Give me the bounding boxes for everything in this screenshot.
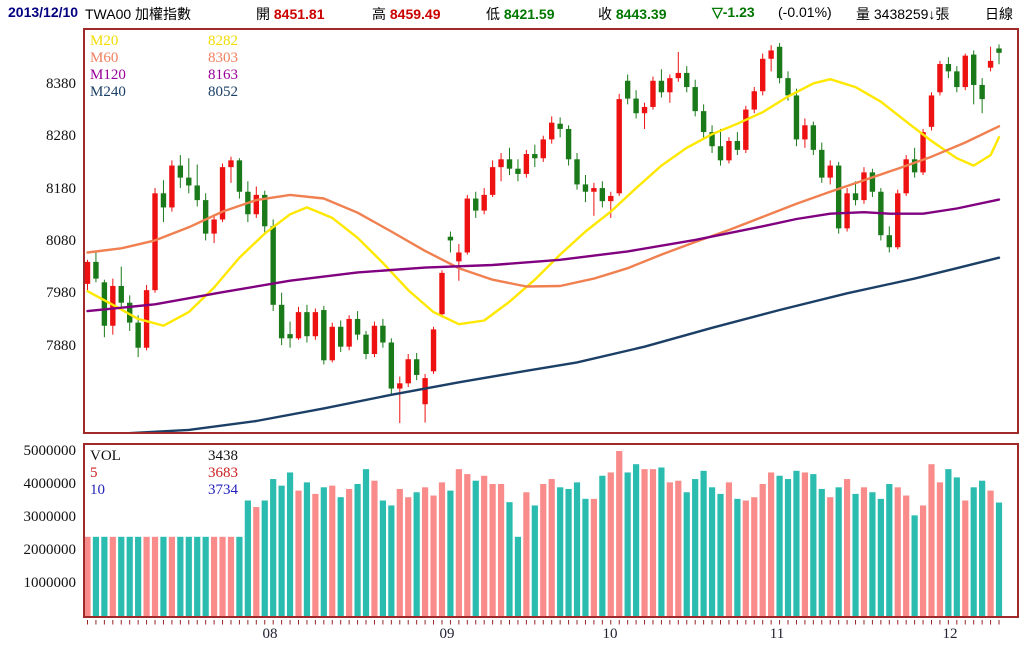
legend-value: 8163 — [208, 67, 238, 83]
ma-line-m60 — [86, 125, 1001, 288]
ma-legend: M20 8282 M60 8303 M120 8163 M240 8052 — [90, 33, 238, 101]
legend-label: M240 — [90, 84, 126, 100]
period-selector[interactable]: 日線 — [985, 6, 1013, 22]
volume-chart-canvas[interactable] — [85, 445, 1017, 616]
symbol-name: TWA00 加權指數 — [85, 6, 192, 22]
high-label: 高 — [372, 6, 386, 22]
legend-row-m120: M120 8163 — [90, 67, 238, 84]
legend-label: VOL — [90, 448, 121, 464]
legend-label: 5 — [90, 465, 98, 481]
legend-value: 8303 — [208, 50, 238, 66]
date-label: 2013/12/10 — [8, 4, 79, 20]
open-value: 8451.81 — [273, 6, 325, 22]
ma-line-m20 — [86, 78, 1001, 327]
price-tick-label: 7980 — [46, 285, 76, 302]
ma-line-m120 — [86, 198, 1001, 313]
close-value: 8443.39 — [615, 6, 667, 22]
low-value: 8421.59 — [503, 6, 555, 22]
volume-tick-label: 3000000 — [23, 509, 77, 525]
month-label-11: 11 — [769, 626, 785, 642]
volume-legend: VOL 3438 5 3683 10 3734 — [90, 448, 238, 499]
open-label: 開 — [256, 6, 270, 22]
legend-value: 3734 — [208, 482, 238, 498]
legend-label: M20 — [90, 33, 119, 49]
close-label: 收 — [598, 6, 612, 22]
low-quote: 低 8421.59 — [486, 4, 555, 24]
price-chart-canvas[interactable] — [85, 30, 1017, 432]
low-label: 低 — [486, 6, 500, 22]
month-label-09: 09 — [439, 626, 455, 642]
volume-tick-label: 2000000 — [23, 542, 77, 558]
legend-label: M60 — [90, 50, 119, 66]
price-tick-label: 8080 — [46, 233, 76, 250]
month-label-10: 10 — [602, 626, 618, 642]
price-tick-label: 8180 — [46, 180, 76, 197]
ma-line-m240 — [128, 256, 1001, 432]
volume-tick-label: 4000000 — [23, 476, 77, 492]
month-label-08: 08 — [262, 626, 278, 642]
month-label-12: 12 — [942, 626, 958, 642]
legend-row-m60: M60 8303 — [90, 50, 238, 67]
volume-value: 3438259↓張 — [873, 6, 950, 22]
price-tick-label: 8380 — [46, 76, 76, 92]
change-percent: (-0.01%) — [778, 4, 832, 20]
legend-label: M120 — [90, 67, 126, 83]
volume-chart-panel[interactable] — [83, 443, 1019, 618]
legend-row-10: 10 3734 — [90, 482, 238, 499]
candle-bodies — [85, 46, 1002, 405]
legend-row-m20: M20 8282 — [90, 33, 238, 50]
high-value: 8459.49 — [389, 6, 441, 22]
legend-label: 10 — [90, 482, 105, 498]
quote-header: 2013/12/10 TWA00 加權指數 開 8451.81 高 8459.4… — [0, 0, 1024, 27]
high-quote: 高 8459.49 — [372, 4, 441, 24]
legend-value: 3683 — [208, 465, 238, 481]
legend-row-m240: M240 8052 — [90, 84, 238, 101]
volume-label: 量 — [856, 6, 870, 22]
volume-quote: 量 3438259↓張 — [856, 4, 949, 24]
open-quote: 開 8451.81 — [256, 4, 325, 24]
legend-value: 8052 — [208, 84, 238, 100]
volume-tick-label: 1000000 — [23, 575, 77, 591]
legend-row-5: 5 3683 — [90, 465, 238, 482]
close-quote: 收 8443.39 — [598, 4, 667, 24]
volume-tick-label: 5000000 — [23, 443, 77, 459]
price-tick-label: 7880 — [46, 337, 76, 354]
legend-row-vol: VOL 3438 — [90, 448, 238, 465]
change-value: ▽-1.23 — [712, 4, 755, 20]
volume-bars — [85, 451, 1003, 616]
price-chart-panel[interactable] — [83, 28, 1019, 434]
legend-value: 3438 — [208, 448, 238, 464]
legend-value: 8282 — [208, 33, 238, 49]
price-tick-label: 8280 — [46, 128, 76, 145]
day-ticks-axis — [87, 620, 1000, 625]
